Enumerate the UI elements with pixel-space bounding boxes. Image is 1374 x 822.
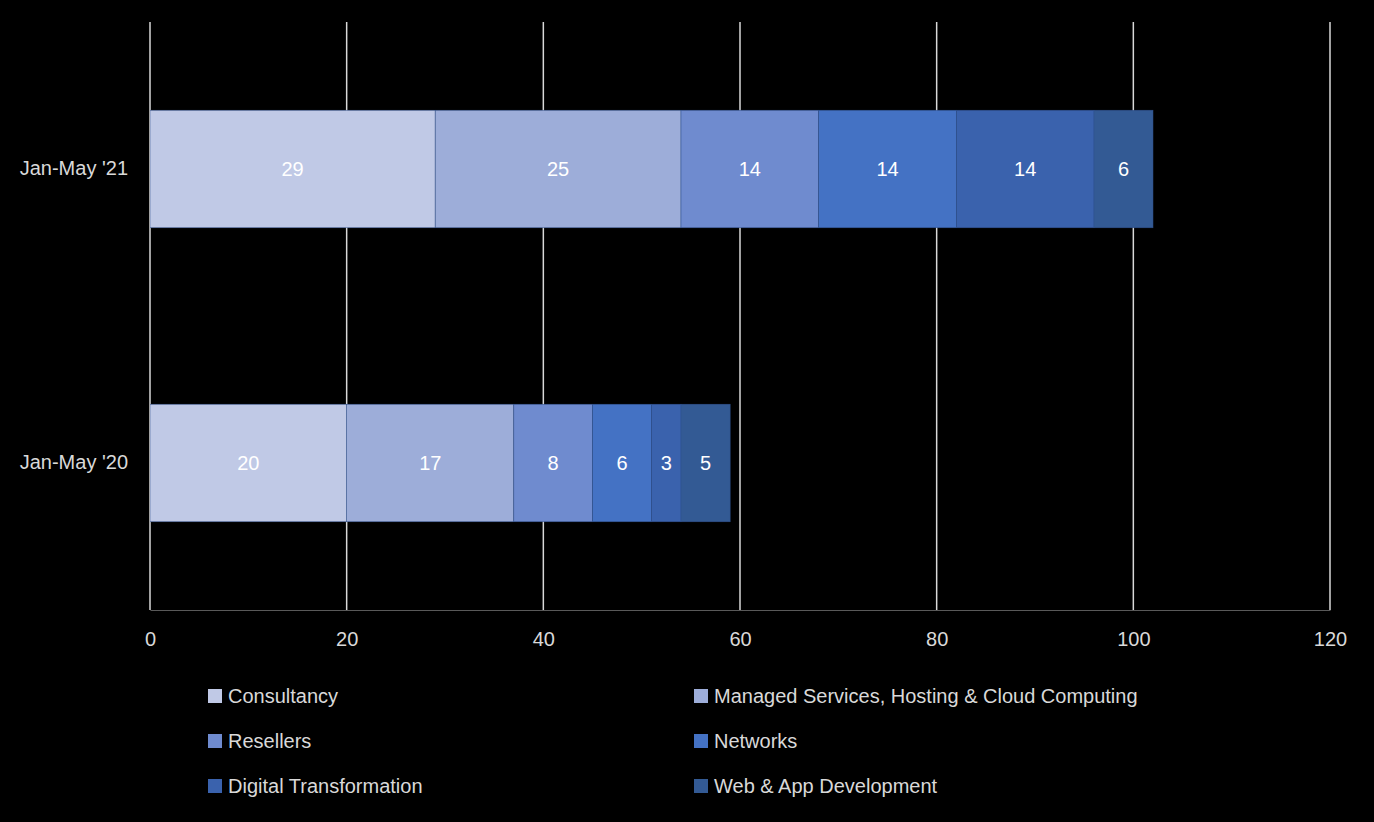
x-axis: 0 20 40 60 80 100 120 bbox=[145, 610, 1347, 650]
y-tick-label: Jan-May '21 bbox=[20, 157, 128, 179]
bar-segment bbox=[593, 404, 652, 522]
data-label: 14 bbox=[1014, 158, 1036, 180]
legend-label: Digital Transformation bbox=[228, 775, 423, 797]
legend-label: Managed Services, Hosting & Cloud Comput… bbox=[714, 685, 1138, 707]
grid bbox=[150, 22, 1330, 610]
legend-item: Networks bbox=[694, 730, 797, 752]
bar-segment bbox=[681, 404, 730, 522]
legend-label: Web & App Development bbox=[714, 775, 938, 797]
bar-segment bbox=[681, 110, 819, 228]
bars bbox=[150, 110, 1153, 522]
x-tick: 40 bbox=[533, 610, 555, 650]
legend-item: Digital Transformation bbox=[208, 775, 423, 797]
data-label: 3 bbox=[661, 452, 672, 474]
legend-label: Consultancy bbox=[228, 685, 338, 707]
grid-line bbox=[1329, 22, 1331, 610]
legend-swatch bbox=[208, 779, 222, 793]
chart: 29 25 14 14 14 6 20 17 8 6 3 5 0 20 40 60 80 100 120 Jan-Ma… bbox=[0, 0, 1374, 822]
background bbox=[0, 0, 1374, 822]
legend-item: Managed Services, Hosting & Cloud Comput… bbox=[694, 685, 1138, 707]
data-label: 6 bbox=[1118, 158, 1129, 180]
legend-label: Networks bbox=[714, 730, 797, 752]
data-label: 20 bbox=[237, 452, 259, 474]
x-tick-label: 20 bbox=[336, 628, 358, 650]
x-tick-label: 100 bbox=[1117, 628, 1150, 650]
x-tick-label: 120 bbox=[1314, 628, 1347, 650]
legend-label: Resellers bbox=[228, 730, 311, 752]
data-label: 6 bbox=[616, 452, 627, 474]
bar-segment bbox=[150, 404, 347, 522]
data-label: 14 bbox=[876, 158, 898, 180]
x-tick-label: 0 bbox=[145, 628, 156, 650]
data-label: 5 bbox=[700, 452, 711, 474]
legend-item: Web & App Development bbox=[694, 775, 938, 797]
legend-swatch bbox=[694, 734, 708, 748]
legend-swatch bbox=[208, 689, 222, 703]
legend-swatch bbox=[694, 779, 708, 793]
bar-segment bbox=[652, 404, 682, 522]
data-label: 14 bbox=[739, 158, 761, 180]
data-label: 25 bbox=[547, 158, 569, 180]
bar-segment bbox=[514, 404, 593, 522]
x-tick-label: 60 bbox=[729, 628, 751, 650]
bar-segment bbox=[819, 110, 957, 228]
x-tick-label: 80 bbox=[926, 628, 948, 650]
legend-swatch bbox=[694, 689, 708, 703]
legend-swatch bbox=[208, 734, 222, 748]
bar-segment bbox=[435, 110, 681, 228]
legend-item: Consultancy bbox=[208, 685, 338, 707]
data-label: 17 bbox=[419, 452, 441, 474]
x-tick: 100 bbox=[1117, 610, 1150, 650]
x-tick-label: 40 bbox=[533, 628, 555, 650]
data-label: 29 bbox=[281, 158, 303, 180]
y-tick-label: Jan-May '20 bbox=[20, 451, 128, 473]
bar-segment bbox=[1094, 110, 1153, 228]
bar-segment bbox=[956, 110, 1094, 228]
x-tick: 20 bbox=[336, 610, 358, 650]
bar-segment bbox=[347, 404, 514, 522]
x-tick: 0 bbox=[145, 610, 156, 650]
y-tick: Jan-May '21 bbox=[20, 157, 150, 179]
x-axis-line bbox=[151, 610, 1331, 611]
x-tick: 120 bbox=[1314, 610, 1347, 650]
data-labels: 29 25 14 14 14 6 20 17 8 6 3 5 bbox=[237, 158, 1129, 474]
legend: Consultancy Managed Services, Hosting & C… bbox=[208, 685, 1138, 797]
y-axis: Jan-May '21 Jan-May '20 bbox=[20, 157, 150, 473]
y-tick: Jan-May '20 bbox=[20, 451, 150, 473]
x-tick: 60 bbox=[729, 610, 751, 650]
x-tick: 80 bbox=[926, 610, 948, 650]
data-label: 8 bbox=[548, 452, 559, 474]
bar-segment bbox=[150, 110, 435, 228]
legend-item: Resellers bbox=[208, 730, 311, 752]
